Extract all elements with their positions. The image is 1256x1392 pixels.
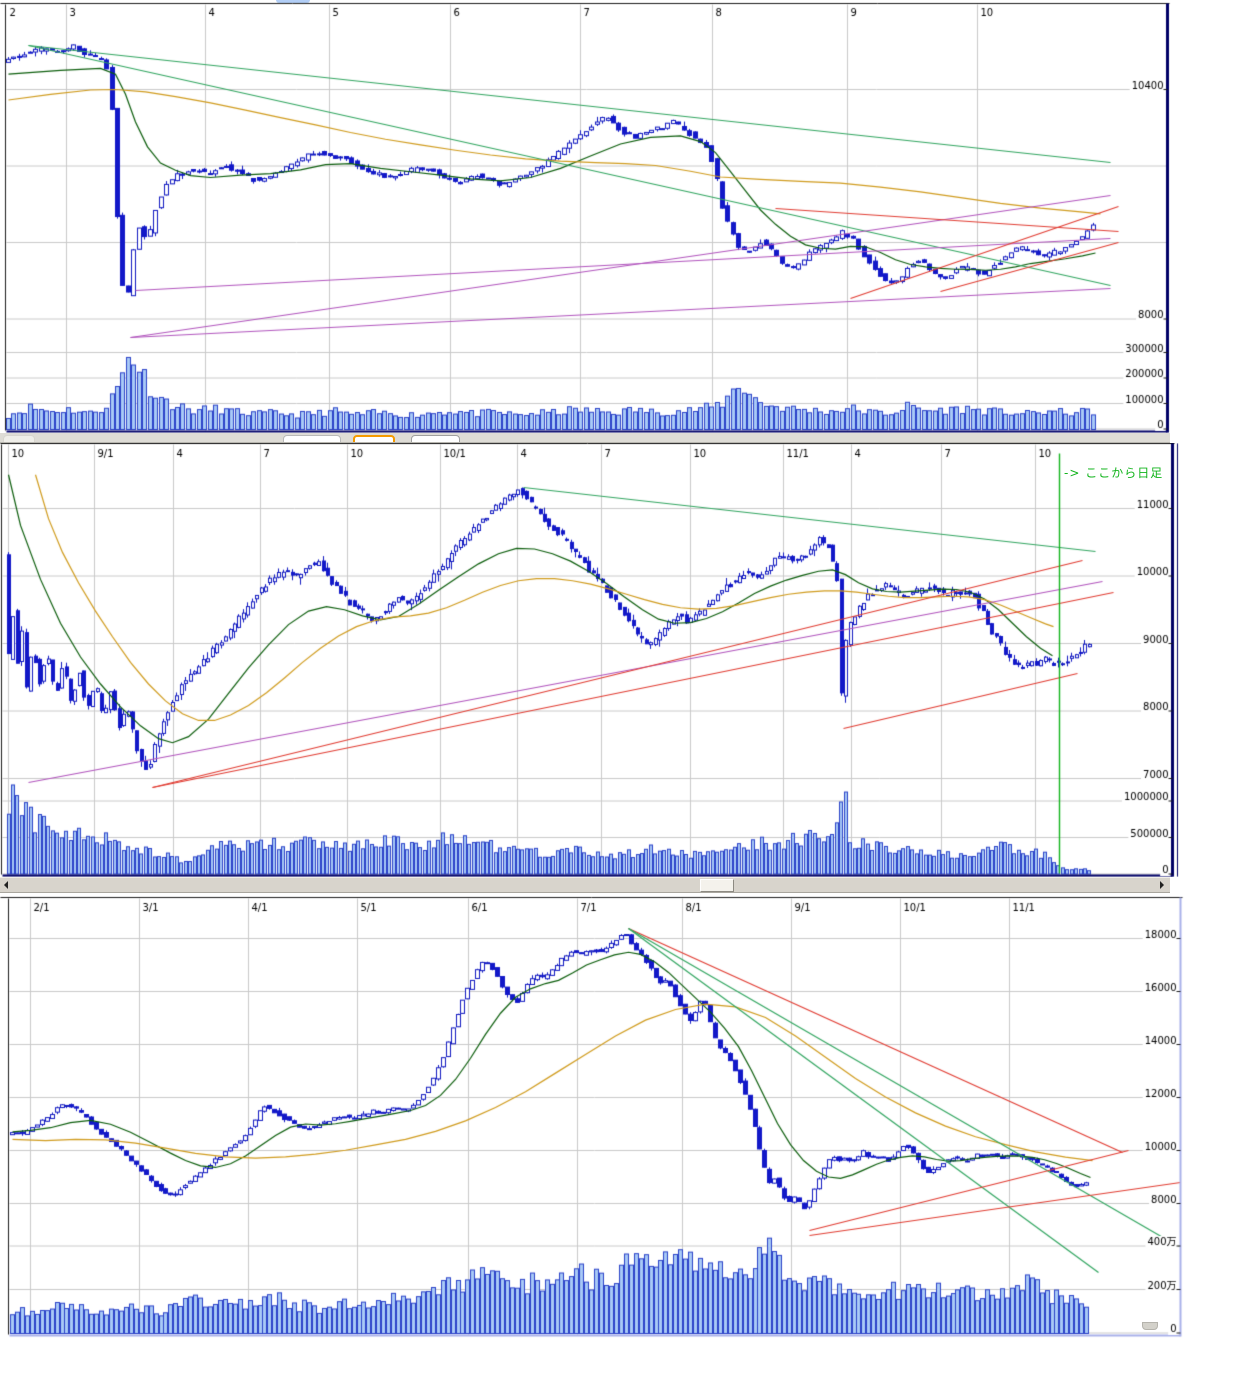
chart-bot-canvas	[0, 893, 1256, 1392]
chart-mid-canvas	[0, 443, 1256, 893]
chart-divider-strip	[0, 433, 1170, 443]
tab-fragment-left[interactable]	[3, 435, 35, 442]
tab-fragment-orange[interactable]	[353, 435, 395, 442]
daily-from-here-annotation: -> ここから日足	[1064, 466, 1164, 480]
chart-top-canvas	[0, 0, 1256, 443]
tab-fragment-white[interactable]	[283, 435, 341, 442]
bottom-corner-fragment	[1142, 1322, 1158, 1330]
tab-fragment-grey[interactable]	[411, 435, 460, 442]
scrollbar-thumb[interactable]	[700, 879, 734, 892]
scroll-right-arrow-icon[interactable]	[1154, 878, 1169, 891]
scroll-left-arrow-icon[interactable]	[1, 878, 16, 891]
horizontal-scrollbar[interactable]	[0, 877, 1170, 893]
